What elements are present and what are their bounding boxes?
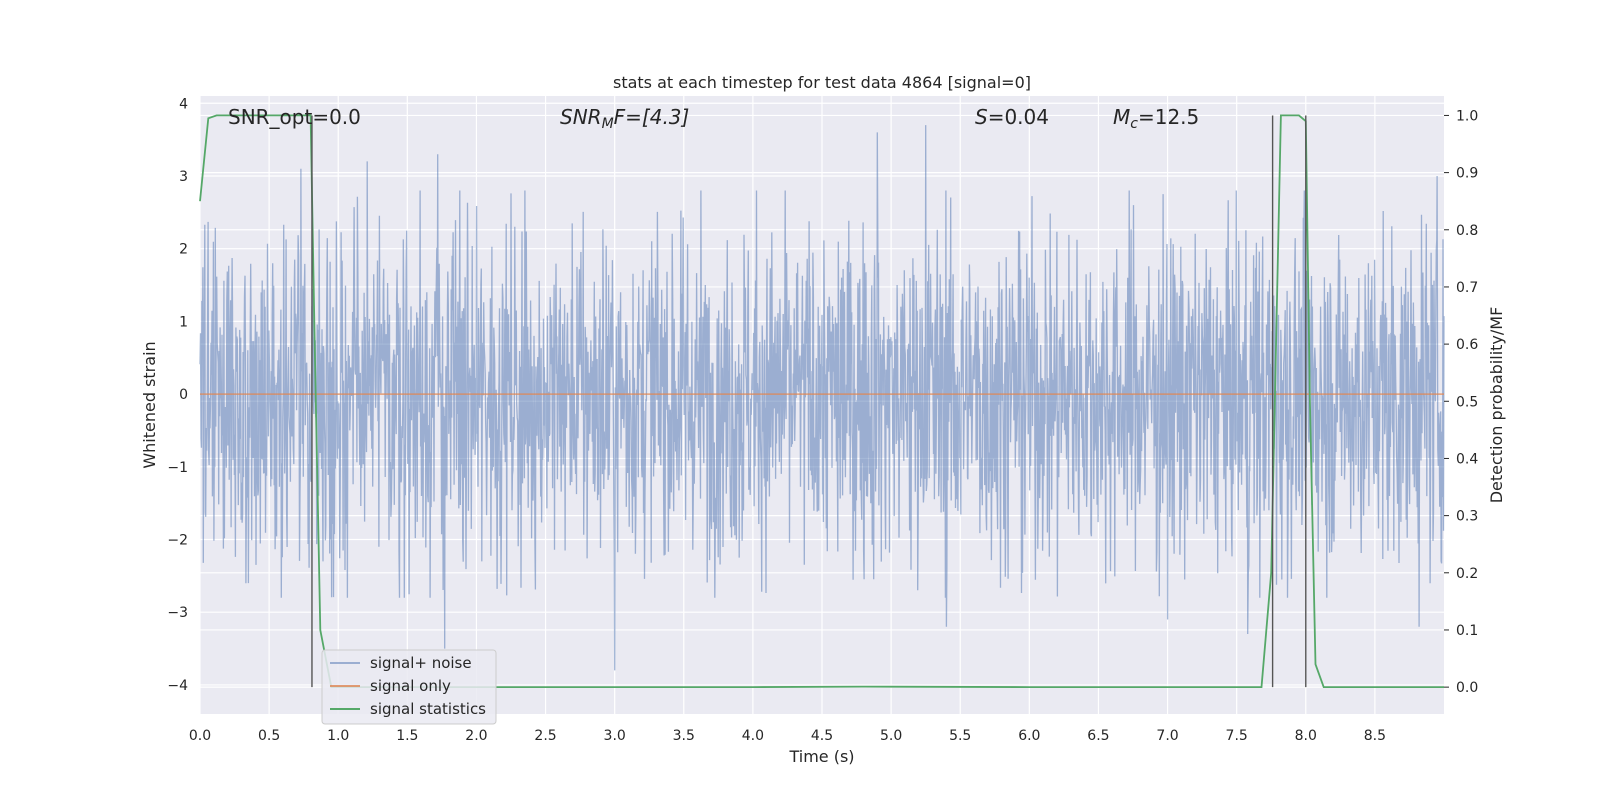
x-tick-label: 2.5 (534, 728, 556, 744)
y2-tick-label: 0.6 (1456, 337, 1478, 353)
annotation-mc-value: =12.5 (1138, 105, 1199, 129)
series-line-signal-statistics (199, 114, 1444, 688)
y2-tick-label: 0.1 (1456, 623, 1478, 639)
legend: signal+ noise signal only signal statist… (321, 649, 497, 725)
annotation-mc-sub: c (1130, 116, 1138, 132)
annotation-s-symbol: S (975, 105, 988, 129)
x-tick-label: 3.5 (673, 728, 695, 744)
y-tick-label: 3 (179, 169, 188, 185)
annotation-snr-mf: SNRMF=[4.3] (560, 105, 689, 132)
y2-tick-label: 0.4 (1456, 451, 1478, 467)
x-tick-label: 1.5 (396, 728, 418, 744)
annotation-mc-base: M (1113, 105, 1130, 129)
x-tick-label: 8.5 (1364, 728, 1386, 744)
x-tick-label: 5.0 (880, 728, 902, 744)
legend-label-noise: signal+ noise (370, 654, 472, 672)
annotation-snr-opt: SNR_opt=0.0 (228, 105, 361, 129)
x-tick-label: 4.0 (742, 728, 764, 744)
x-tick-label: 2.0 (465, 728, 487, 744)
y-tick-label: −3 (167, 605, 188, 621)
x-tick-label: 8.0 (1295, 728, 1317, 744)
legend-box (321, 649, 497, 725)
tick-layer: 0.0 0.5 1.0 1.5 2.0 2.5 3.0 3.5 4.0 4.5 5.0 5.5 6.0 6… (167, 96, 1478, 744)
annotation-snr-mf-sub: M (602, 116, 614, 132)
x-tick-label: 4.5 (811, 728, 833, 744)
chart-title: stats at each timestep for test data 486… (613, 73, 1031, 92)
x-tick-label: 7.5 (1226, 728, 1248, 744)
annotation-mc: Mc=12.5 (1113, 105, 1199, 132)
x-tick-label: 0.0 (189, 728, 211, 744)
x-tick-label: 5.5 (949, 728, 971, 744)
y-tick-label: −1 (167, 460, 188, 476)
y-tick-label: 1 (179, 314, 188, 330)
y2-tick-label: 0.8 (1456, 223, 1478, 239)
series-layer (199, 114, 1444, 688)
x-tick-label: 6.0 (1018, 728, 1040, 744)
y-axis-label: Whitened strain (140, 341, 159, 468)
y2-tick-label: 0.7 (1456, 280, 1478, 296)
annotation-s-value: =0.04 (988, 105, 1049, 129)
y2-tick-label: 0.3 (1456, 509, 1478, 525)
y2-tick-label: 1.0 (1456, 108, 1478, 124)
annotation-s: S=0.04 (975, 105, 1049, 129)
legend-label-signal: signal only (370, 677, 451, 695)
annotation-snr-mf-rest: F=[4.3] (614, 105, 690, 129)
y2-tick-label: 0.5 (1456, 394, 1478, 410)
x-axis-label: Time (s) (788, 747, 854, 766)
x-tick-label: 0.5 (258, 728, 280, 744)
x-tick-label: 6.5 (1087, 728, 1109, 744)
legend-label-statistics: signal statistics (370, 700, 486, 718)
y2-tick-label: 0.2 (1456, 566, 1478, 582)
y2-tick-label: 0.9 (1456, 166, 1478, 182)
y2-tick-label: 0.0 (1456, 680, 1478, 696)
y2-axis-label: Detection probability/MF (1487, 307, 1506, 504)
noise-layer (199, 125, 1445, 671)
y-tick-label: −2 (167, 533, 188, 549)
x-tick-label: 3.0 (604, 728, 626, 744)
y-tick-label: 2 (179, 242, 188, 258)
x-tick-label: 7.0 (1156, 728, 1178, 744)
annotation-snr-mf-base: SNR (560, 105, 602, 129)
vline-layer (311, 115, 1307, 688)
y-tick-label: 0 (179, 387, 188, 403)
y-tick-label: 4 (179, 96, 188, 112)
y-tick-label: −4 (167, 678, 188, 694)
series-line-signal-noise (199, 125, 1445, 671)
x-tick-label: 1.0 (327, 728, 349, 744)
